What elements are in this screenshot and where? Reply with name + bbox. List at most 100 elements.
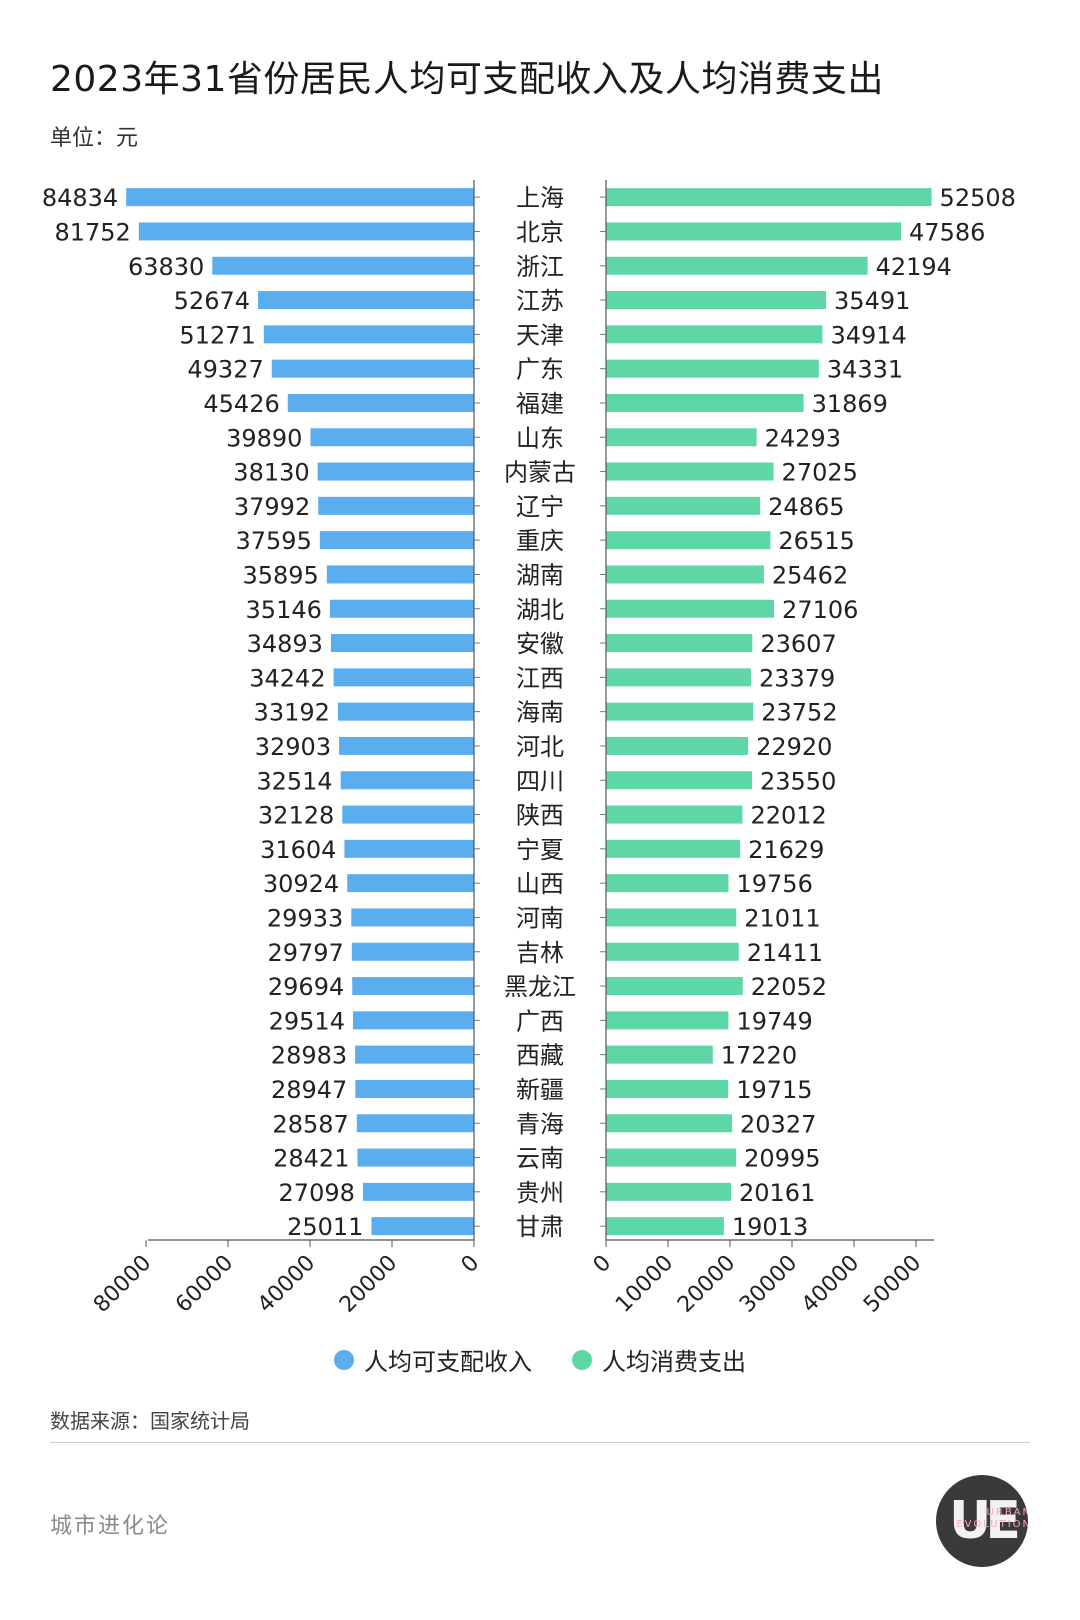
income-bar bbox=[329, 599, 474, 618]
income-value-label: 52674 bbox=[174, 287, 250, 315]
province-label: 广西 bbox=[516, 1007, 564, 1035]
consumption-value-label: 17220 bbox=[721, 1042, 797, 1070]
province-label: 黑龙江 bbox=[504, 973, 576, 1001]
income-value-label: 29797 bbox=[267, 939, 343, 967]
consumption-bar bbox=[606, 634, 753, 653]
province-label: 广东 bbox=[516, 356, 564, 384]
consumption-value-label: 47586 bbox=[909, 218, 985, 246]
consumption-value-label: 20995 bbox=[744, 1145, 820, 1173]
income-bar bbox=[330, 634, 474, 653]
income-bar bbox=[355, 1045, 474, 1064]
province-label: 云南 bbox=[516, 1145, 564, 1173]
logo-mark: UE bbox=[949, 1491, 1021, 1551]
right-axis-tick-label: 30000 bbox=[735, 1251, 802, 1318]
province-label: 山西 bbox=[516, 870, 564, 898]
income-value-label: 51271 bbox=[179, 321, 255, 349]
income-value-label: 84834 bbox=[42, 184, 118, 212]
consumption-bar bbox=[606, 496, 761, 515]
consumption-bar bbox=[606, 222, 902, 241]
income-value-label: 33192 bbox=[254, 699, 330, 727]
right-axis-tick-label: 50000 bbox=[859, 1251, 926, 1318]
income-bar bbox=[138, 222, 474, 241]
income-bar bbox=[333, 668, 474, 687]
income-bar bbox=[356, 1114, 474, 1133]
consumption-value-label: 19756 bbox=[736, 870, 812, 898]
consumption-bar bbox=[606, 256, 868, 275]
income-bar bbox=[271, 359, 474, 378]
income-value-label: 31604 bbox=[260, 836, 336, 864]
consumption-value-label: 26515 bbox=[778, 527, 854, 555]
logo-words: URBAN EVOLUTION bbox=[956, 1507, 1028, 1530]
consumption-value-label: 25462 bbox=[772, 561, 848, 589]
income-bar bbox=[351, 908, 474, 927]
consumption-value-label: 23752 bbox=[761, 699, 837, 727]
province-label: 内蒙古 bbox=[504, 459, 576, 487]
income-value-label: 32903 bbox=[255, 733, 331, 761]
income-value-label: 35895 bbox=[242, 561, 318, 589]
left-axis-tick-label: 20000 bbox=[335, 1251, 402, 1318]
province-label: 辽宁 bbox=[516, 493, 564, 521]
income-value-label: 27098 bbox=[279, 1179, 355, 1207]
consumption-value-label: 27025 bbox=[782, 459, 858, 487]
income-bar bbox=[362, 1182, 474, 1201]
income-value-label: 63830 bbox=[128, 253, 204, 281]
province-label: 湖北 bbox=[516, 596, 564, 624]
consumption-bar bbox=[606, 428, 757, 447]
consumption-bar bbox=[606, 1011, 729, 1030]
legend-swatch-consumption bbox=[572, 1349, 592, 1370]
right-axis-tick-label: 40000 bbox=[797, 1251, 864, 1318]
income-value-label: 25011 bbox=[287, 1213, 363, 1241]
right-axis-tick-label: 0 bbox=[589, 1251, 617, 1279]
consumption-bar bbox=[606, 359, 819, 378]
consumption-bar bbox=[606, 599, 775, 618]
income-value-label: 37992 bbox=[234, 493, 310, 521]
income-value-label: 35146 bbox=[246, 596, 322, 624]
consumption-bar bbox=[606, 291, 827, 310]
income-value-label: 28983 bbox=[271, 1042, 347, 1070]
consumption-bar bbox=[606, 188, 932, 207]
consumption-value-label: 22052 bbox=[751, 973, 827, 1001]
income-bar bbox=[326, 565, 474, 584]
income-bar bbox=[126, 188, 474, 207]
income-value-label: 34893 bbox=[247, 630, 323, 658]
data-source: 数据来源：国家统计局 bbox=[50, 1409, 250, 1433]
income-bar bbox=[212, 256, 474, 275]
income-value-label: 39890 bbox=[226, 424, 302, 452]
footer-divider bbox=[50, 1442, 1030, 1443]
consumption-bar bbox=[606, 908, 737, 927]
province-label: 浙江 bbox=[516, 253, 564, 281]
consumption-bar bbox=[606, 805, 743, 824]
income-bar bbox=[339, 736, 474, 755]
consumption-value-label: 34331 bbox=[827, 356, 903, 384]
consumption-bar bbox=[606, 1148, 737, 1167]
income-value-label: 28421 bbox=[273, 1145, 349, 1173]
right-axis-tick-label: 20000 bbox=[673, 1251, 740, 1318]
income-value-label: 32514 bbox=[256, 767, 332, 795]
chart-title: 2023年31省份居民人均可支配收入及人均消费支出 bbox=[50, 59, 884, 100]
consumption-bar bbox=[606, 668, 751, 687]
income-bar bbox=[355, 1079, 474, 1098]
income-value-label: 34242 bbox=[249, 664, 325, 692]
income-bar bbox=[318, 496, 474, 515]
consumption-value-label: 23607 bbox=[760, 630, 836, 658]
province-label: 甘肃 bbox=[516, 1213, 564, 1241]
province-label: 福建 bbox=[516, 390, 564, 418]
consumption-value-label: 31869 bbox=[812, 390, 888, 418]
income-value-label: 29694 bbox=[268, 973, 344, 1001]
province-label: 四川 bbox=[516, 767, 564, 795]
consumption-value-label: 21011 bbox=[744, 904, 820, 932]
consumption-bar bbox=[606, 736, 749, 755]
consumption-value-label: 23550 bbox=[760, 767, 836, 795]
income-value-label: 81752 bbox=[54, 218, 130, 246]
unit-label: 单位：元 bbox=[50, 126, 139, 151]
consumption-value-label: 35491 bbox=[834, 287, 910, 315]
income-value-label: 30924 bbox=[263, 870, 339, 898]
income-value-label: 29933 bbox=[267, 904, 343, 932]
income-value-label: 29514 bbox=[269, 1007, 345, 1035]
consumption-value-label: 24293 bbox=[765, 424, 841, 452]
income-bar bbox=[344, 839, 474, 858]
consumption-bar bbox=[606, 462, 774, 481]
consumption-value-label: 42194 bbox=[876, 253, 952, 281]
consumption-bar bbox=[606, 977, 743, 996]
province-label: 北京 bbox=[516, 218, 564, 246]
